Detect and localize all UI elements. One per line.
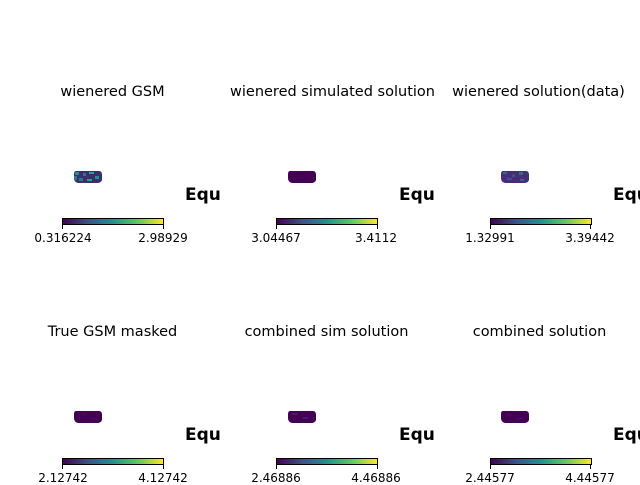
colorbar-max-label: 2.98929 — [138, 231, 188, 245]
colorbar-min-label: 2.44577 — [465, 471, 515, 485]
panel-true-gsm-masked: True GSM masked Equ 2.12742 4.12742 — [0, 240, 221, 485]
colorbar-min-label: 2.12742 — [38, 471, 88, 485]
panel-wienered-gsm: wienered GSM Equ 0.316224 2.98929 — [0, 0, 221, 245]
colorbar — [62, 218, 164, 225]
panel-title: combined sim solution — [244, 324, 409, 340]
colorbar-tick-max — [163, 465, 164, 469]
panel-title: combined solution — [472, 324, 607, 340]
overflow-label: Equ — [399, 185, 435, 205]
colorbar-tick-max — [377, 225, 378, 229]
colorbar-max-label: 4.12742 — [138, 471, 188, 485]
colorbar-tick-min — [490, 225, 491, 229]
colorbar-min-label: 0.316224 — [34, 231, 92, 245]
panel-combined-solution: combined solution Equ 2.44577 4.44577 — [427, 240, 640, 485]
colorbar — [276, 218, 378, 225]
overflow-label: Equ — [185, 425, 221, 445]
panel-title: wienered GSM — [60, 84, 165, 100]
colorbar-max-label: 3.39442 — [565, 231, 615, 245]
overflow-label: Equ — [613, 185, 640, 205]
overflow-label: Equ — [613, 425, 640, 445]
panel-combined-sim-solution: combined sim solution Equ 2.46886 4.4688… — [213, 240, 435, 485]
panel-wienered-simulated-solution: wienered simulated solution Equ 3.04467 … — [213, 0, 435, 245]
colorbar-tick-max — [163, 225, 164, 229]
panel-wienered-solution-data: wienered solution(data) Equ 1.32991 3.39… — [427, 0, 640, 245]
colorbar — [490, 458, 592, 465]
colorbar — [490, 218, 592, 225]
colorbar-tick-min — [276, 225, 277, 229]
colorbar-min-label: 3.04467 — [251, 231, 301, 245]
colorbar — [276, 458, 378, 465]
panel-title: True GSM masked — [47, 324, 178, 340]
colorbar-tick-max — [590, 465, 591, 469]
colorbar-tick-min — [62, 465, 63, 469]
colorbar-max-label: 3.4112 — [355, 231, 397, 245]
colorbar — [62, 458, 164, 465]
colorbar-tick-min — [62, 225, 63, 229]
colorbar-tick-min — [276, 465, 277, 469]
sky-map-blob — [74, 171, 102, 183]
sky-map-blob — [501, 411, 529, 423]
colorbar-max-label: 4.46886 — [351, 471, 401, 485]
panel-title: wienered simulated solution — [230, 84, 435, 100]
sky-map-blob — [288, 171, 316, 183]
overflow-label: Equ — [185, 185, 221, 205]
colorbar-min-label: 2.46886 — [251, 471, 301, 485]
colorbar-tick-min — [490, 465, 491, 469]
overflow-label: Equ — [399, 425, 435, 445]
colorbar-tick-max — [590, 225, 591, 229]
colorbar-max-label: 4.44577 — [565, 471, 615, 485]
panel-title: wienered solution(data) — [452, 84, 625, 100]
sky-map-blob — [288, 411, 316, 423]
sky-map-blob — [501, 171, 529, 183]
sky-map-blob — [74, 411, 102, 423]
colorbar-tick-max — [377, 465, 378, 469]
colorbar-min-label: 1.32991 — [465, 231, 515, 245]
